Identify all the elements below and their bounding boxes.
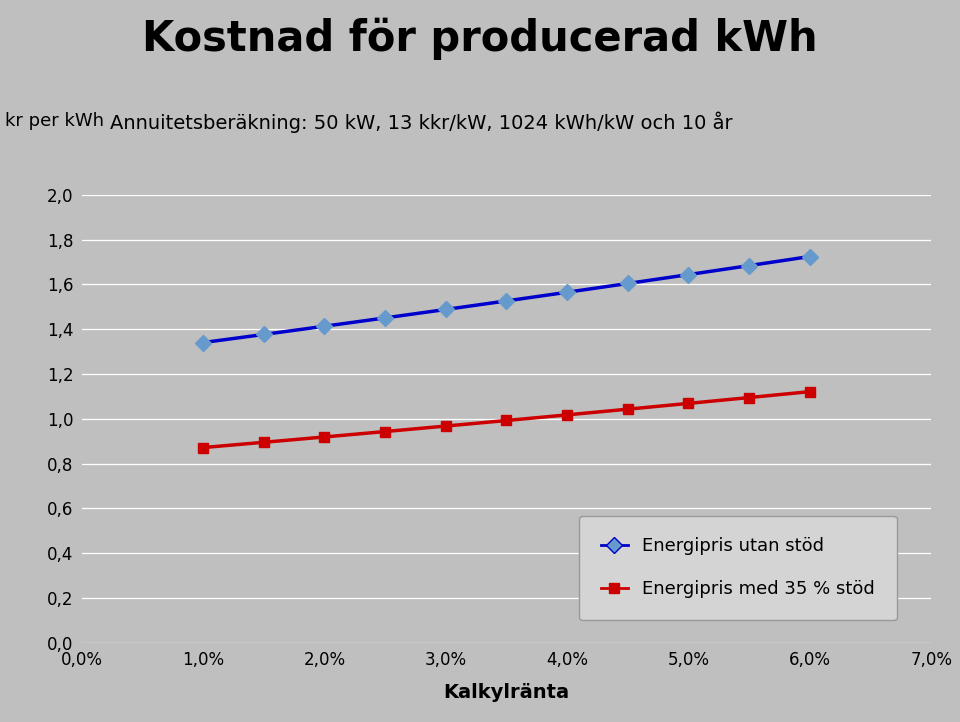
Text: kr per kWh: kr per kWh (5, 112, 104, 130)
X-axis label: Kalkylränta: Kalkylränta (444, 683, 569, 702)
Text: Kostnad för producerad kWh: Kostnad för producerad kWh (142, 18, 818, 61)
Legend: Energipris utan stöd, Energipris med 35 % stöd: Energipris utan stöd, Energipris med 35 … (579, 516, 897, 620)
Text: Annuitetsberäkning: 50 kW, 13 kkr/kW, 1024 kWh/kW och 10 år: Annuitetsberäkning: 50 kW, 13 kkr/kW, 10… (110, 112, 733, 134)
